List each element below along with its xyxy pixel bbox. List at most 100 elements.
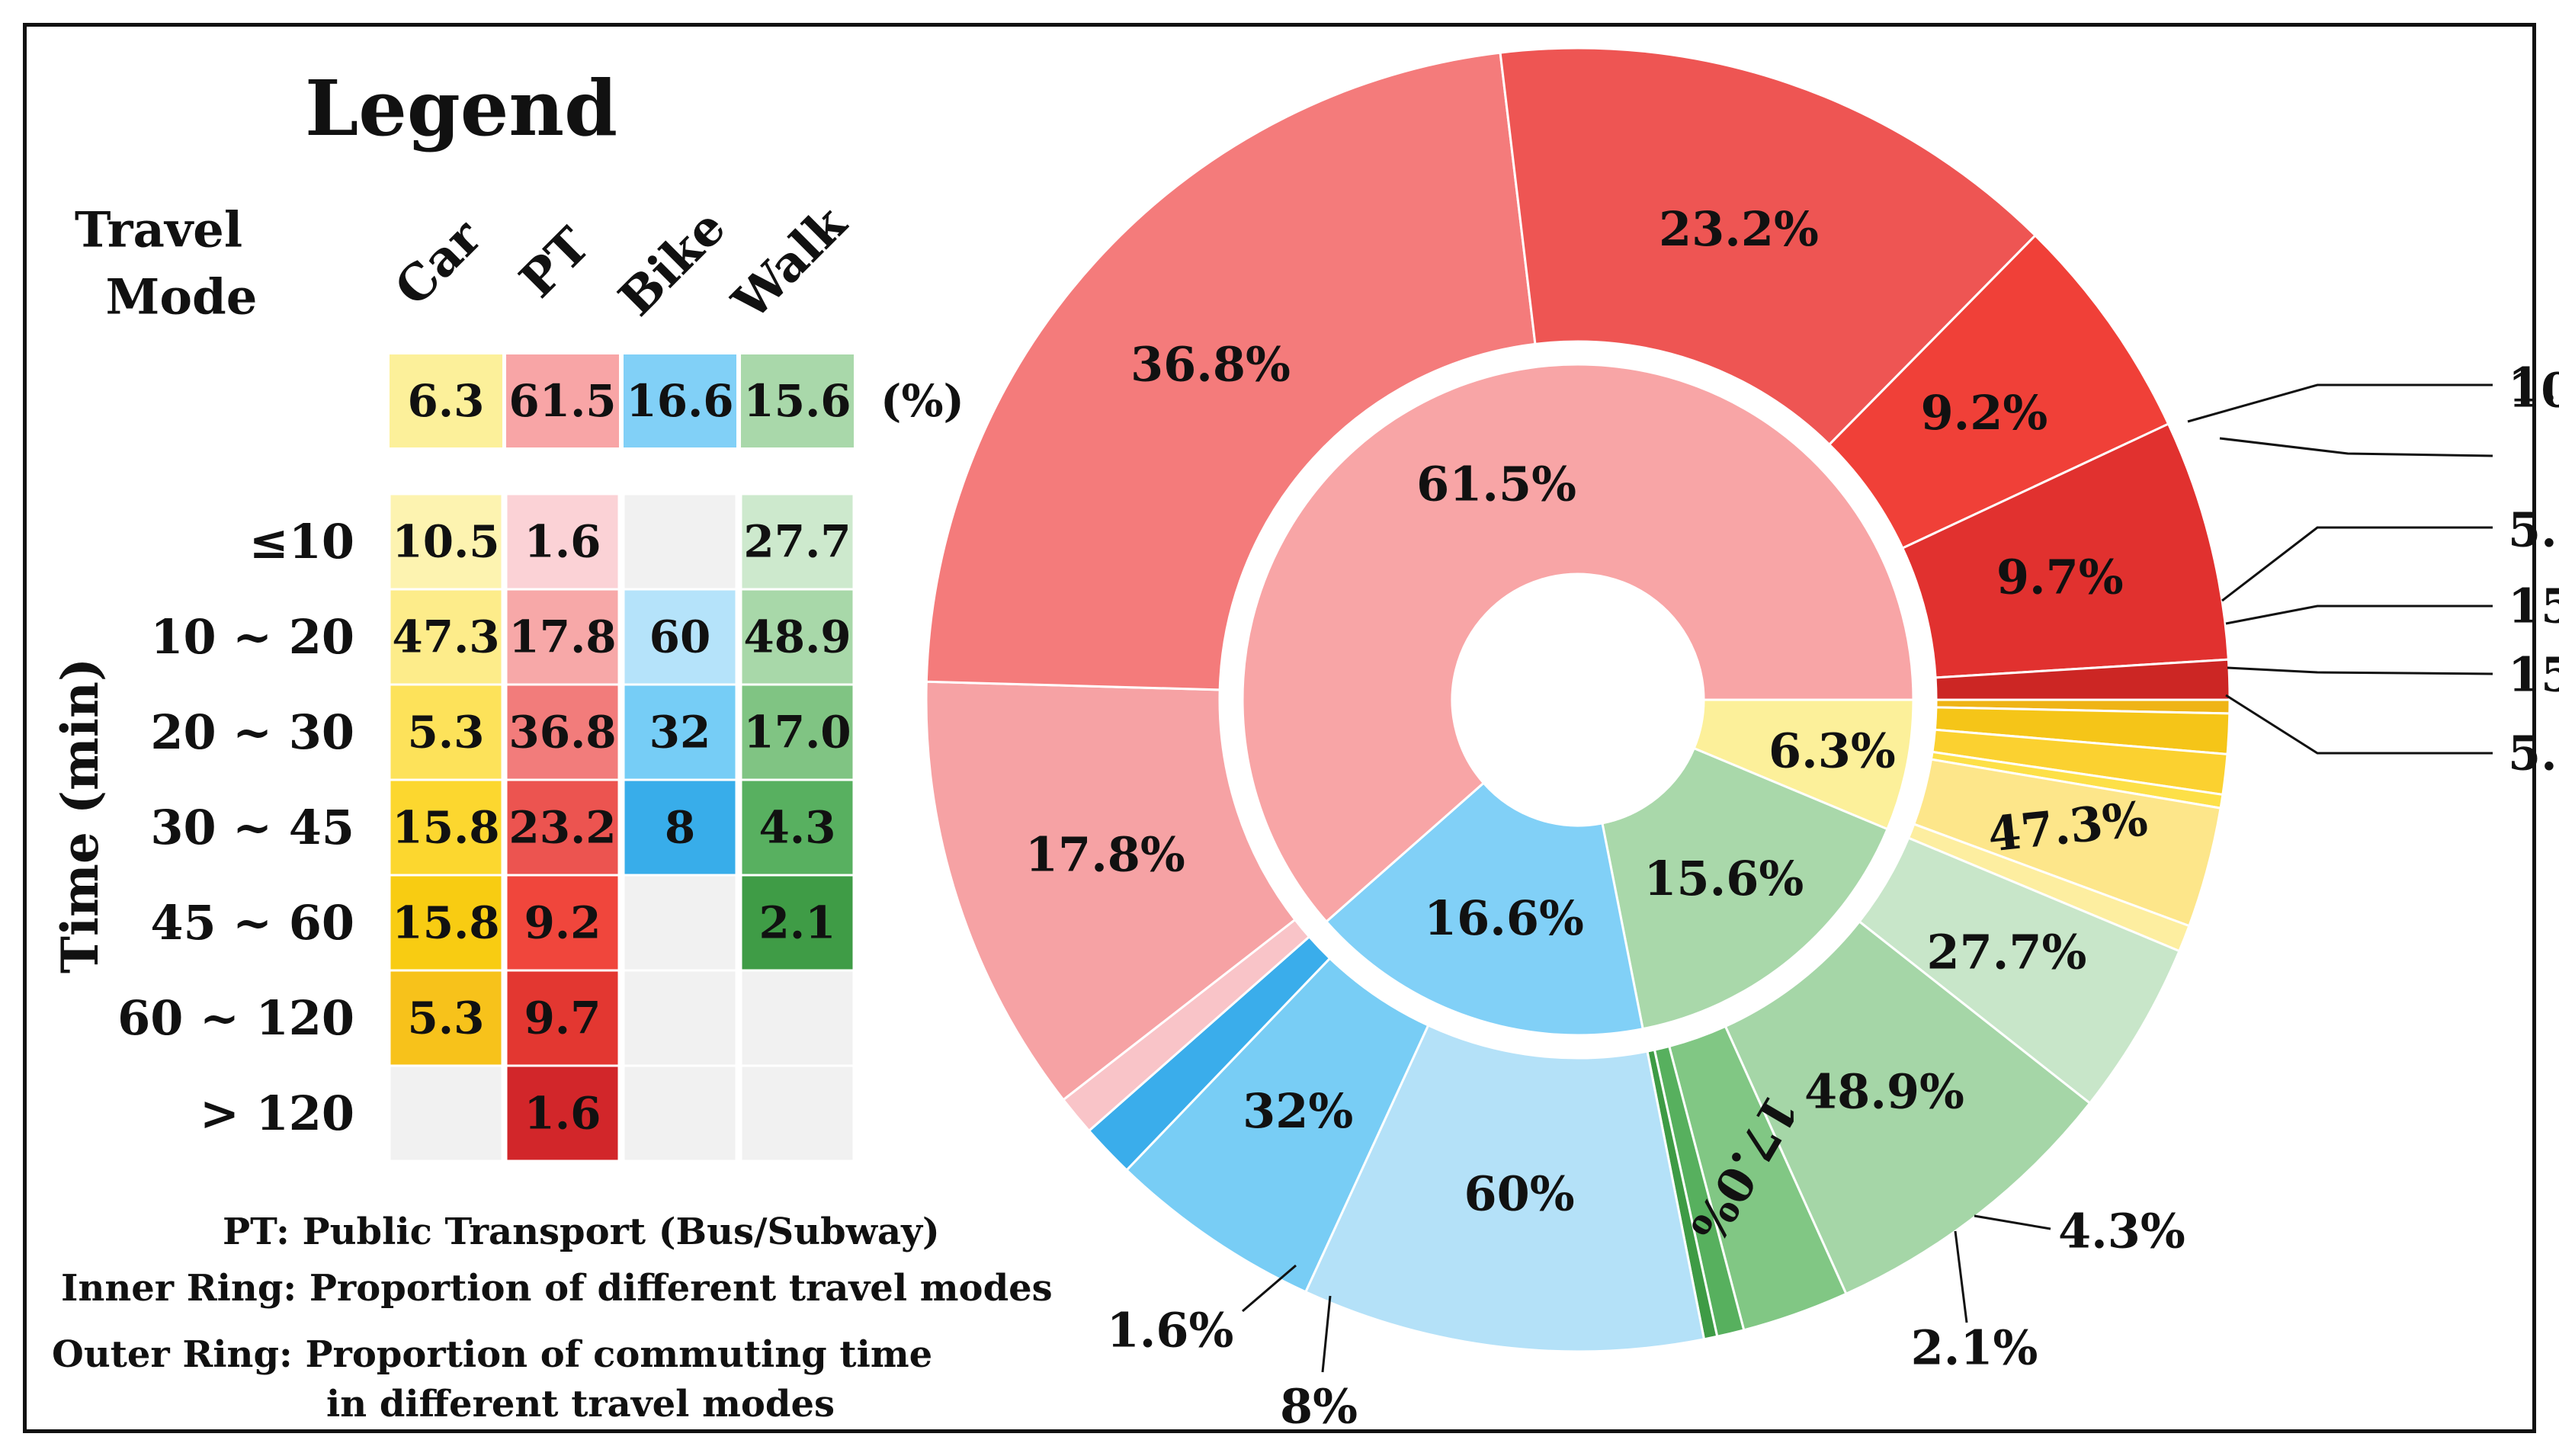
table-cell-car-20-30 [388,683,504,781]
inner-label-walk: 15.6% [1643,851,1804,906]
outer-label-pt-30-45: 23.2% [1659,201,1819,257]
note-inner-ring: Inner Ring: Proportion of different trav… [61,1267,1053,1310]
time-bin-30-45: 30 ~ 45 [150,800,354,855]
share-value-bike: 16.6 [626,375,733,427]
table-value-car-10: 10.5 [392,516,499,568]
outer-label-car-30-45-leader [2225,605,2493,625]
outer-label-car-20-30: 5.3% [2508,502,2559,558]
table-value-pt-10: 1.6 [524,516,601,568]
table-cell-walk-45-60 [739,874,855,972]
table-value-walk-20-30: 17.0 [743,707,851,758]
table-value-pt-60-120: 9.7 [524,993,601,1044]
note-pt: PT: Public Transport (Bus/Subway) [223,1211,940,1253]
unit-label: (%) [880,375,964,427]
table-cell-pt-10 [505,492,621,591]
outer-label-pt-20-30: 36.8% [1130,337,1291,393]
table-value-walk-30-45: 4.3 [759,802,836,854]
outer-label-bike-30-45: 8% [1280,1379,1358,1435]
share-cell-bike [624,354,736,447]
table-value-car-30-45: 15.8 [392,802,499,854]
figure-border [23,23,2536,1433]
table-cell-walk-20-30 [739,683,855,781]
outer-label-walk-30-45-leader [1974,1214,2051,1230]
table-value-walk-45-60: 2.1 [759,897,836,949]
outer-label-pt-120-leader [2187,383,2493,423]
share-value-walk: 15.6 [743,375,851,427]
time-bin-10-20: 10 ~ 20 [150,609,354,665]
table-value-bike-10-20: 60 [649,611,711,663]
outer-slice-pt-30-45 [1499,47,2038,447]
outer-label-car-30-45: 15.8% [2508,579,2559,634]
table-cell-pt-20-30 [505,683,621,781]
inner-slice-walk [1601,746,1889,1031]
outer-label-bike-30-45-leader [1321,1295,1332,1373]
table-cell-bike-120 [622,1064,738,1163]
outer-label-car-45-60: 15.8% [2508,647,2559,703]
outer-label-pt-120: 1.6% [2508,358,2559,413]
table-cell-car-60-120 [388,969,504,1067]
table-cell-car-10-20 [388,588,504,686]
outer-label-car-60-120: 5.3% [2508,726,2559,781]
legend-title: Legend [305,63,617,153]
outer-label-bike-20-30: 32% [1243,1083,1353,1139]
table-cell-bike-45-60 [622,874,738,972]
table-value-walk-10: 27.7 [743,516,851,568]
outer-label-walk-45-60-leader [1954,1230,1968,1323]
outer-slice-pt-120 [1934,658,2231,701]
outer-label-pt-60-120: 9.7% [1996,549,2124,605]
inner-label-car: 6.3% [1769,723,1896,778]
time-axis-label: Time (min) [50,658,110,973]
outer-label-walk-30-45: 4.3% [2058,1204,2185,1259]
table-cell-bike-10 [622,492,738,591]
outer-label-car-10-leader [2219,437,2493,457]
table-value-pt-120: 1.6 [524,1088,601,1140]
share-value-pt: 61.5 [508,375,616,427]
inner-slice-pt [1241,363,1915,924]
outer-label-walk-10-20: 48.9% [1804,1063,1964,1119]
outer-slice-pt-10-20 [925,680,1297,1102]
col-header-walk: Walk [721,194,858,332]
outer-label-pt-10-20: 17.8% [1025,827,1185,883]
outer-label-pt-10: 1.6% [1107,1303,1234,1358]
table-value-pt-30-45: 23.2 [508,802,616,854]
share-cell-walk [741,354,854,447]
share-cell-car [390,354,502,447]
table-cell-walk-120 [739,1064,855,1163]
table-cell-bike-10-20 [622,588,738,686]
table-value-car-10-20: 47.3 [392,611,499,663]
time-bin-45-60: 45 ~ 60 [150,895,354,951]
table-value-pt-10-20: 17.8 [508,611,616,663]
mode-header-line2: Mode [106,269,258,326]
table-cell-pt-30-45 [505,778,621,877]
table-value-car-20-30: 5.3 [408,707,485,758]
outer-label-pt-10-leader [1242,1264,1297,1313]
table-cell-bike-60-120 [622,969,738,1067]
outer-label-walk-10: 27.7% [1926,924,2086,980]
table-value-bike-30-45: 8 [665,802,695,854]
inner-slice-bike [1324,781,1644,1037]
table-cell-walk-60-120 [739,969,855,1067]
inner-label-pt: 61.5% [1416,457,1576,512]
outer-slice-bike-10-20 [1304,1024,1706,1353]
table-value-car-45-60: 15.8 [392,897,499,949]
inner-label-bike: 16.6% [1424,890,1584,946]
table-cell-pt-120 [505,1064,621,1163]
mode-header-line1: Travel [75,202,242,259]
outer-label-car-10: 10.5% [2508,363,2559,419]
table-value-walk-10-20: 48.9 [743,611,851,663]
outer-label-bike-10-20: 60% [1464,1166,1575,1221]
col-header-bike: Bike [608,199,737,328]
table-value-pt-20-30: 36.8 [508,707,616,758]
table-value-car-60-120: 5.3 [408,993,485,1044]
share-cell-pt [506,354,619,447]
note-outer-ring: Outer Ring: Proportion of commuting time [52,1333,933,1376]
outer-label-car-20-30-leader [2221,526,2493,602]
table-value-bike-20-30: 32 [649,707,711,758]
table-cell-pt-45-60 [505,874,621,972]
time-bin-10: ≤10 [249,514,354,569]
outer-slice-pt-20-30 [925,51,1537,691]
table-value-pt-45-60: 9.2 [524,897,601,949]
outer-label-pt-45-60: 9.2% [1921,385,2048,441]
